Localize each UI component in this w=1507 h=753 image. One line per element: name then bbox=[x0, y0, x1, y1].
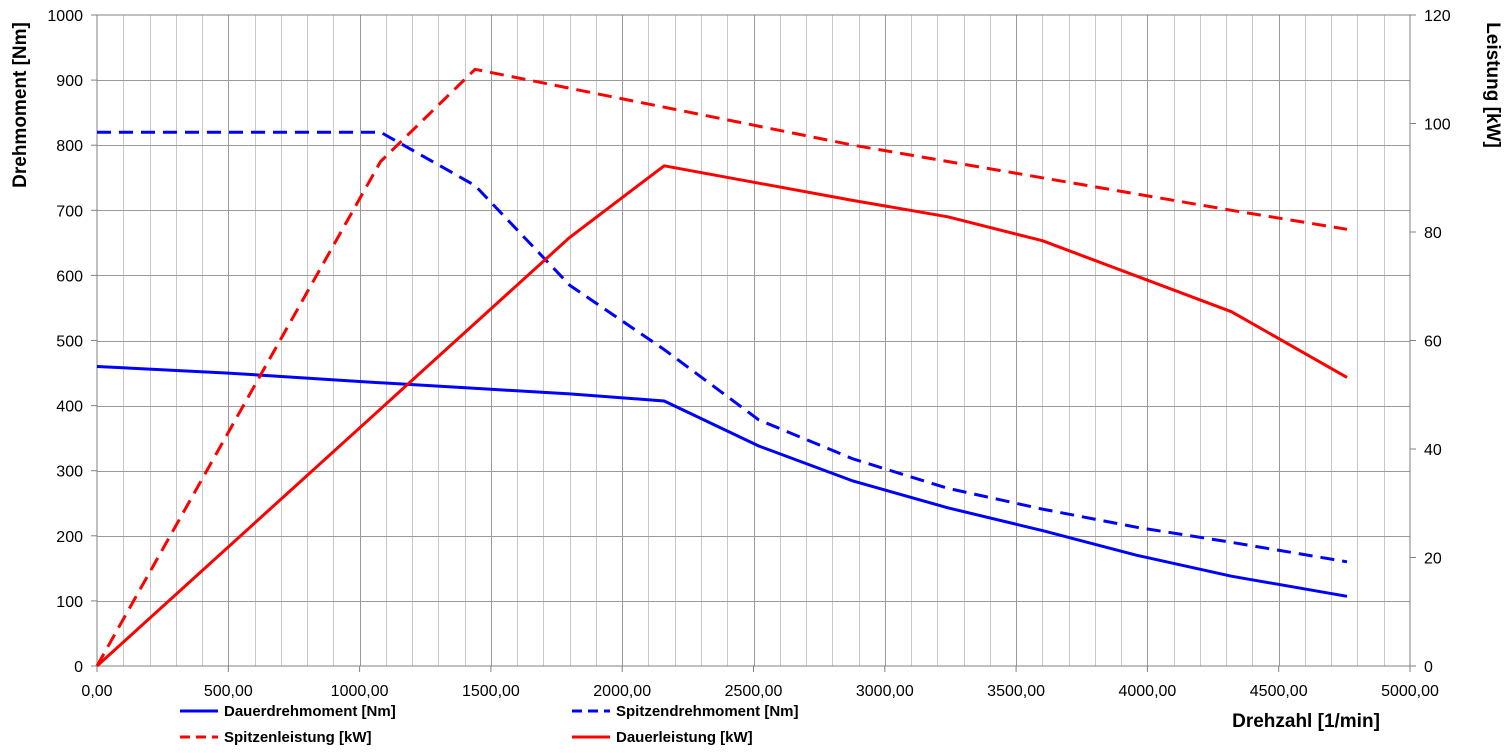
y-tick-label: 800 bbox=[56, 138, 83, 155]
x-tick-label: 3500,00 bbox=[987, 683, 1045, 700]
tick-layer: 0,00 500,00 1000,00 1500,00 2000,00 2500,00 30… bbox=[47, 8, 1450, 700]
series-line-dauerleistung-kw bbox=[95, 164, 1348, 668]
plot-frame bbox=[96, 14, 1411, 667]
y-tick-label: 900 bbox=[56, 73, 83, 90]
y-tick-label: 200 bbox=[56, 529, 83, 546]
y-tick-label: 300 bbox=[56, 464, 83, 481]
y-tick-label: 600 bbox=[56, 268, 83, 285]
legend-label: Dauerleistung [kW] bbox=[616, 729, 753, 746]
grid-layer bbox=[97, 15, 1410, 666]
x-tick-label: 5000,00 bbox=[1381, 683, 1439, 700]
legend-label: Spitzenleistung [kW] bbox=[224, 729, 372, 746]
x-tick-label: 4000,00 bbox=[1118, 683, 1176, 700]
x-tick-label: 500,00 bbox=[204, 683, 253, 700]
y2-tick-label: 20 bbox=[1424, 551, 1442, 568]
series-line-spitzenleistung-kw bbox=[95, 67, 1348, 667]
legend-label: Spitzendrehmoment [Nm] bbox=[616, 703, 799, 720]
y2-tick-label: 60 bbox=[1424, 334, 1442, 351]
y-tick-label: 100 bbox=[56, 594, 83, 611]
y-tick-label: 0 bbox=[74, 659, 83, 676]
y2-tick-label: 40 bbox=[1424, 442, 1442, 459]
x-tick-label: 2500,00 bbox=[725, 683, 783, 700]
legend-label: Dauerdrehmoment [Nm] bbox=[224, 703, 396, 720]
y2-tick-label: 80 bbox=[1424, 225, 1442, 242]
y-tick-label: 700 bbox=[56, 203, 83, 220]
series-line-dauerdrehmoment-nm bbox=[96, 365, 1348, 598]
y-axis-title: Drehmoment [Nm] bbox=[10, 22, 31, 188]
x-tick-label: 1500,00 bbox=[462, 683, 520, 700]
series-line-spitzendrehmoment-nm bbox=[97, 130, 1348, 564]
y2-tick-label: 100 bbox=[1424, 117, 1451, 134]
y2-axis-title: Leistung [kW] bbox=[1482, 22, 1503, 148]
x-tick-label: 4500,00 bbox=[1250, 683, 1308, 700]
x-tick-label: 2000,00 bbox=[593, 683, 651, 700]
y2-tick-label: 120 bbox=[1424, 8, 1451, 25]
x-axis-title: Drehzahl [1/min] bbox=[1232, 711, 1380, 732]
y-tick-label: 1000 bbox=[47, 8, 83, 25]
legend: Dauerdrehmoment [Nm] Spitzendrehmoment [N… bbox=[180, 703, 799, 746]
x-tick-label: 1000,00 bbox=[331, 683, 389, 700]
y-tick-label: 400 bbox=[56, 399, 83, 416]
x-tick-label: 3000,00 bbox=[856, 683, 914, 700]
y2-tick-label: 0 bbox=[1424, 659, 1433, 676]
y-tick-label: 500 bbox=[56, 334, 83, 351]
x-tick-label: 0,00 bbox=[81, 683, 112, 700]
series-layer bbox=[95, 67, 1348, 668]
